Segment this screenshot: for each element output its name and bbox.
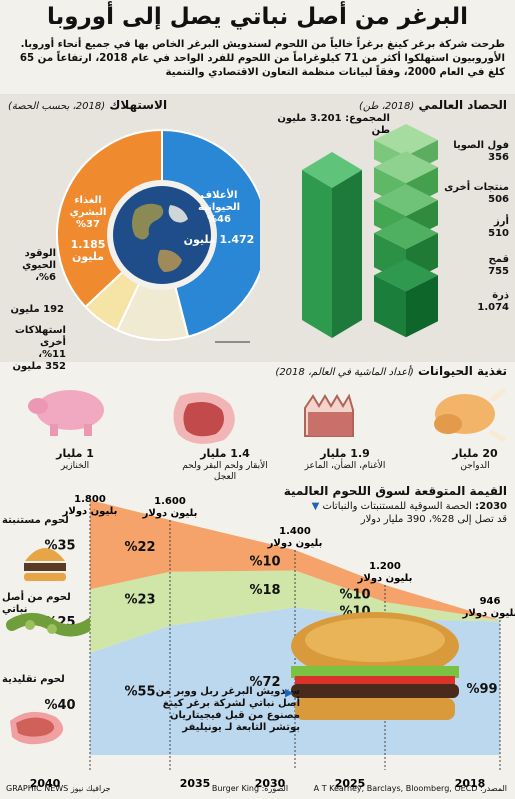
- consumption-heading: الاستهلاك (2018، بحسب الحصة): [8, 98, 168, 112]
- page-title: البرغر من أصل نباتي يصل إلى أوروبا: [46, 4, 469, 30]
- cultured-meat-label: لحوم مستنبتة: [2, 515, 69, 526]
- animal-caption: 1.9 مليار الأغنام، الضأن، الماعز: [304, 447, 386, 471]
- year-label: 2030: [255, 777, 286, 790]
- year-label: 2035: [180, 777, 211, 790]
- crop-block-top: [374, 184, 438, 217]
- harvest-heading: الحصاد العالمي (2018، طن): [359, 98, 507, 112]
- plant-based-meat-label: لحوم من أصل نباتي: [2, 592, 71, 615]
- total-value-label: 1.800: [74, 494, 106, 505]
- photo-credit: الصورة: Burger King: [211, 784, 289, 793]
- harvest-blocks-chart: [302, 124, 438, 338]
- other-uses-label: استهلاكات أخرى %11، 352 مليون: [12, 325, 66, 372]
- animal-caption: 1 مليار الخنازير: [56, 447, 94, 471]
- crop-block-left: [374, 275, 406, 338]
- animal-caption: 1.4 مليار الأبقار ولحم البقر ولحم العجل: [182, 447, 268, 482]
- animal-icons: [28, 388, 507, 444]
- cultured-share-label: %10: [339, 588, 370, 603]
- total-value-label: 1.200: [369, 561, 401, 572]
- sheep-icon: [304, 393, 354, 437]
- pig-icon: [28, 390, 104, 436]
- category-icons: [6, 548, 90, 745]
- crop-label: ذرة 1.074: [477, 290, 509, 313]
- burger-caption: سندويش البرغر ربل ووبر من أصل نباتي لشرك…: [155, 686, 300, 733]
- beef-icon: [173, 392, 235, 444]
- year-label: 2040: [30, 777, 61, 790]
- conventional-meat-label: لحوم تقليدية: [2, 674, 65, 685]
- biofuel-amount: 192 مليون: [10, 304, 64, 315]
- conventional-share-label: %40: [44, 698, 75, 713]
- total-value-label: 946: [480, 596, 501, 607]
- conventional-share-label: %72: [249, 675, 280, 690]
- crop-block-right: [406, 275, 438, 338]
- feeding-heading: تغذية الحيوانات (أعداد الماشية في العالم…: [275, 364, 507, 378]
- donut-slice: [56, 128, 163, 309]
- rebel-whopper-photo: [291, 612, 459, 720]
- conventional-share-label: %99: [466, 682, 497, 697]
- plant-based-area: [90, 570, 500, 653]
- raw-meat-icon: [10, 711, 64, 745]
- intro-text: طرحت شركة برغر كينغ برغراً خالياً من الل…: [19, 39, 505, 78]
- chicken-icon: [434, 388, 507, 443]
- crop-block-top: [374, 259, 438, 292]
- total-unit-label: بليون دولار: [357, 573, 413, 584]
- cultured-share-label: %22: [124, 540, 155, 555]
- crop-label: فول الصويا 356: [453, 140, 509, 163]
- edamame-icon: [6, 613, 90, 637]
- market-note: 2030: الحصة السوقية للمستنبتات والنباتات…: [311, 501, 507, 525]
- consumption-donut-chart: [56, 128, 260, 343]
- crop-block-top: [374, 151, 438, 184]
- caption-arrow-icon: ▶: [285, 686, 294, 699]
- year-label: 2025: [335, 777, 366, 790]
- total-value-label: 1.600: [154, 496, 186, 507]
- market-heading: القيمة المتوقعة لسوق اللحوم العالمية: [283, 484, 507, 498]
- biofuel-label: الوقود الحيوي %6،: [22, 248, 56, 283]
- total-value-label: 1.400: [279, 526, 311, 537]
- conventional-share-label: %55: [124, 684, 155, 699]
- graphic-credit: GRAPHIC NEWS جرافيك نيوز: [6, 784, 111, 793]
- total-unit-label: بليون دولار: [62, 506, 118, 517]
- total-unit-label: بليون دولار: [267, 538, 323, 549]
- plant-share-label: %18: [249, 583, 280, 598]
- burger-icon: [24, 548, 66, 581]
- crop-label: قمح 755: [488, 254, 509, 277]
- cultured-share-label: %10: [249, 554, 280, 569]
- crop-label: منتجات أخرى 506: [444, 182, 509, 205]
- year-label: 2018: [455, 777, 486, 790]
- plant-share-label: %23: [124, 593, 155, 608]
- animal-feed-slice-label: الأعلاف الحيوانية %46 1.472 مليون: [183, 190, 255, 246]
- total-column-left: [302, 170, 332, 338]
- crop-label: أرز 510: [488, 216, 509, 239]
- total-unit-label: بليون دولار: [142, 508, 198, 519]
- total-unit-label: بليون دولار: [462, 608, 515, 619]
- human-food-slice-label: الغذاء البشري %37 1.185 مليون: [69, 195, 107, 263]
- harvest-total-label: المجموع: 3.201 مليون طن: [277, 113, 390, 136]
- total-column-right: [332, 170, 362, 338]
- source-note: المصدر: A T Kearney, Barclays, Bloomberg…: [313, 784, 507, 793]
- animal-caption: 20 مليار الدواجن: [452, 447, 498, 471]
